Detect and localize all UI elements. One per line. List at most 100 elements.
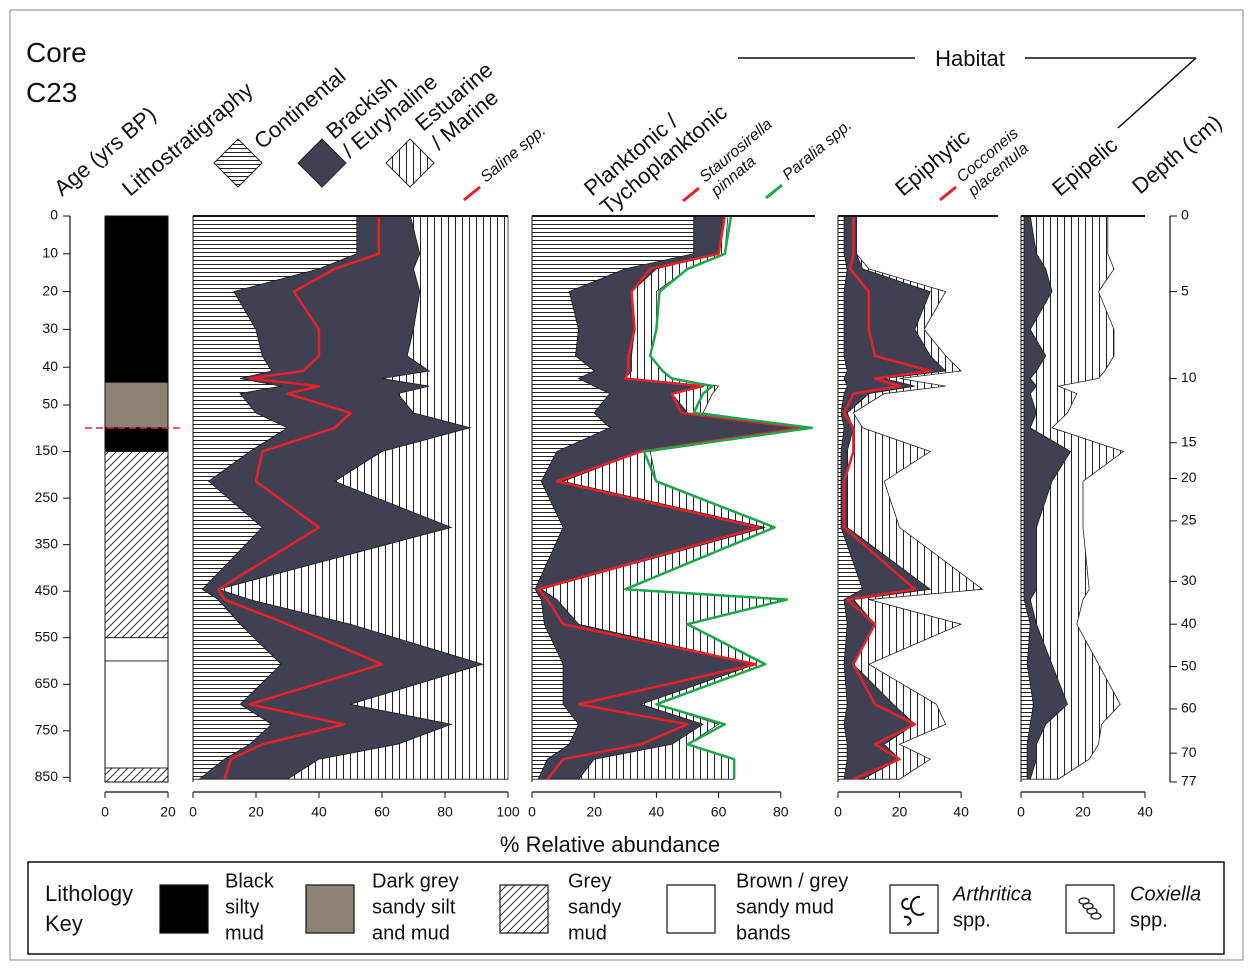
lithology-unit (104, 451, 169, 639)
line-series (842, 216, 932, 781)
lithology-unit (104, 427, 169, 452)
y2-axis-label: Depth (cm) (1127, 110, 1226, 199)
habitat-bracket (738, 57, 1197, 129)
y-tick-label: 750 (35, 722, 59, 738)
x-tick-label: 40 (1137, 804, 1153, 820)
x-tick-label: 20 (586, 804, 602, 820)
panel-title: Epiphytic (890, 124, 974, 201)
y-tick-label: 150 (35, 442, 59, 458)
y2-tick-label: 70 (1181, 744, 1197, 760)
key-symbol (901, 895, 925, 926)
key-swatch (666, 884, 716, 934)
key-label: mud (568, 922, 607, 944)
y-tick-label: 10 (42, 245, 58, 261)
y2-tick-label: 15 (1181, 433, 1197, 449)
legend-swatch (385, 138, 435, 188)
x-axis-label: % Relative abundance (500, 832, 720, 857)
lithology-border (104, 215, 169, 783)
x-tick-label: 0 (528, 804, 536, 820)
x-tick-label: 100 (496, 804, 520, 820)
key-label: Brown / grey (736, 870, 848, 892)
key-label: Arthritica (952, 883, 1032, 905)
x-tick-label: 0 (101, 804, 109, 820)
legend-label: Saline spp. (478, 122, 550, 186)
y2-tick-label: 30 (1181, 572, 1197, 588)
y2-tick-label: 25 (1181, 512, 1197, 528)
key-label: Dark grey (372, 870, 459, 892)
y-tick-label: 850 (35, 768, 59, 784)
lithology-unit (104, 767, 169, 783)
key-swatch (159, 884, 209, 934)
y2-tick-label: 20 (1181, 469, 1197, 485)
key-label: sandy silt (372, 896, 456, 918)
y-tick-label: 30 (42, 320, 58, 336)
key-label: Grey (568, 870, 611, 892)
x-tick-label: 20 (1075, 804, 1091, 820)
legend-swatch (765, 183, 783, 200)
key-symbol (1090, 912, 1102, 920)
y-tick-label: 20 (42, 282, 58, 298)
y2-tick-label: 50 (1181, 657, 1197, 673)
key-label: mud (225, 922, 264, 944)
x-tick-label: 40 (953, 804, 969, 820)
x-tick-label: 0 (189, 804, 197, 820)
y2-tick-label: 40 (1181, 615, 1197, 631)
x-tick-label: 0 (834, 804, 842, 820)
habitat-label: Habitat (935, 46, 1005, 71)
core-title: Core (26, 37, 87, 68)
y-tick-label: 450 (35, 582, 59, 598)
x-tick-label: 60 (374, 804, 390, 820)
key-label: Black (225, 870, 275, 892)
y-tick-label: 350 (35, 535, 59, 551)
x-tick-label: 20 (160, 804, 176, 820)
y-tick-label: 0 (50, 207, 58, 223)
key-swatch (889, 884, 939, 934)
key-label: bands (736, 922, 791, 944)
x-tick-label: 60 (711, 804, 727, 820)
key-label: sandy mud (736, 896, 834, 918)
legend-swatch (682, 186, 700, 203)
key-label: and mud (372, 922, 450, 944)
legend-label: Paralia spp. (780, 117, 856, 184)
frame (9, 9, 1244, 961)
x-tick-label: 40 (649, 804, 665, 820)
area-segment (216, 215, 509, 780)
x-tick-label: 20 (892, 804, 908, 820)
line-series (624, 215, 814, 780)
area-segment (1029, 215, 1125, 780)
core-title: C23 (26, 77, 77, 108)
legend-swatch (213, 138, 263, 188)
lithology-unit (104, 637, 169, 662)
key-box (27, 861, 1225, 955)
y2-tick-label: 60 (1181, 700, 1197, 716)
y-tick-label: 550 (35, 628, 59, 644)
y2-tick-label: 5 (1181, 282, 1189, 298)
lithology-unit (104, 215, 169, 383)
lithology-unit (104, 381, 169, 429)
y-tick-label: 50 (42, 396, 58, 412)
legend-swatch (297, 138, 347, 188)
key-label: silty (225, 896, 259, 918)
x-tick-label: 20 (248, 804, 264, 820)
x-tick-label: 0 (1017, 804, 1025, 820)
y2-tick-label: 77 (1181, 773, 1197, 789)
key-title: Key (45, 911, 83, 936)
legend-swatch (939, 185, 957, 202)
y2-tick-label: 10 (1181, 369, 1197, 385)
legend-swatch (463, 185, 481, 202)
key-swatch (305, 884, 355, 934)
y-tick-label: 250 (35, 489, 59, 505)
key-label: spp. (953, 909, 991, 931)
x-tick-label: 40 (311, 804, 327, 820)
y-tick-label: 40 (42, 358, 58, 374)
area-segment (846, 216, 984, 780)
panel-title: Epipelic (1047, 132, 1122, 201)
key-title: Lithology (45, 881, 133, 906)
line-series (216, 216, 384, 780)
y-tick-label: 650 (35, 675, 59, 691)
x-tick-label: 80 (773, 804, 789, 820)
x-tick-label: 80 (437, 804, 453, 820)
key-swatch (499, 884, 549, 934)
